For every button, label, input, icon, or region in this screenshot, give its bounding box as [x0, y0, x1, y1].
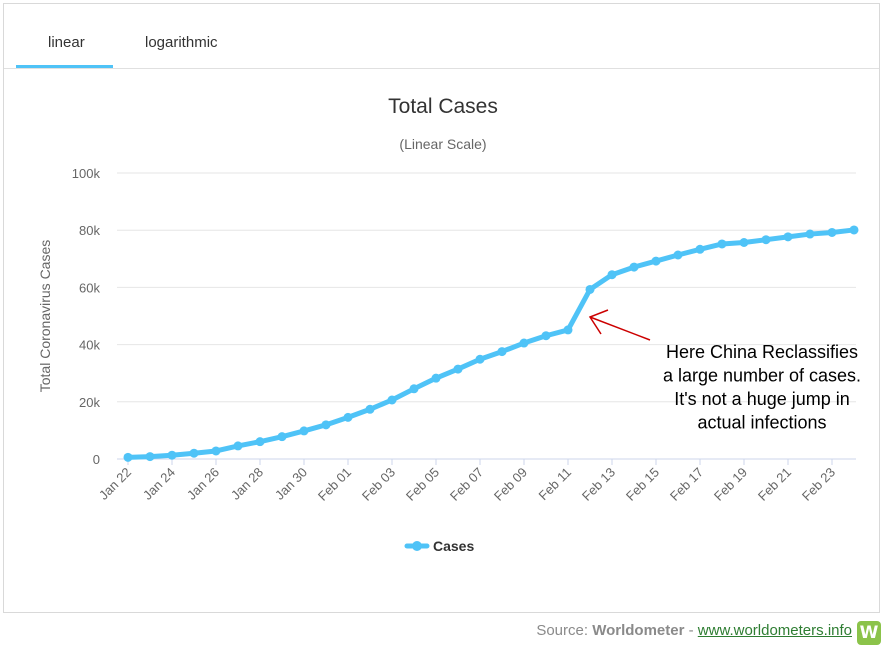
source-separator: -	[684, 622, 698, 639]
x-tick-label: Jan 22	[96, 465, 134, 503]
x-axis-ticks: Jan 22 Jan 24 Jan 26 Jan 28 Jan 30 Feb 01 Feb …	[96, 459, 838, 504]
tab-logarithmic[interactable]: logarithmic	[145, 34, 218, 51]
data-point[interactable]	[849, 225, 859, 235]
data-point[interactable]	[695, 244, 705, 254]
data-point[interactable]	[299, 426, 309, 436]
y-tick-label: 0	[93, 452, 100, 467]
data-point[interactable]	[387, 395, 397, 405]
data-point[interactable]	[717, 239, 727, 249]
source-prefix: Source:	[536, 622, 593, 639]
worldometer-logo-icon: W	[857, 621, 881, 645]
x-tick-label: Feb 23	[799, 465, 838, 504]
annotation-text-line: Here China Reclassifies	[666, 342, 858, 362]
data-point[interactable]	[321, 420, 331, 430]
tab-linear[interactable]: linear	[48, 34, 85, 51]
x-tick-label: Feb 03	[359, 465, 398, 504]
y-axis-title: Total Coronavirus Cases	[37, 240, 53, 393]
chart-title: Total Cases	[388, 95, 498, 118]
data-point[interactable]	[123, 452, 133, 462]
legend-label-cases[interactable]: Cases	[433, 538, 474, 554]
legend[interactable]: Cases	[404, 538, 474, 554]
x-tick-label: Jan 28	[228, 465, 266, 503]
y-tick-label: 20k	[79, 395, 100, 410]
annotation-text-line: actual infections	[697, 413, 826, 433]
y-axis-ticks: 0 20k 40k 60k 80k 100k	[72, 166, 101, 467]
data-point[interactable]	[805, 229, 815, 239]
grid-lines	[117, 172, 856, 460]
data-point[interactable]	[673, 250, 683, 260]
chart-panel: linear logarithmic	[3, 3, 880, 613]
x-tick-label: Feb 17	[667, 465, 706, 504]
x-tick-label: Feb 07	[447, 465, 486, 504]
data-point[interactable]	[211, 446, 221, 456]
x-tick-label: Feb 05	[403, 465, 442, 504]
data-point[interactable]	[497, 347, 507, 357]
data-point[interactable]	[431, 373, 441, 383]
x-tick-label: Feb 15	[623, 465, 662, 504]
data-point[interactable]	[167, 450, 177, 460]
data-point[interactable]	[145, 452, 155, 462]
source-footer: Source: Worldometer - www.worldometers.i…	[0, 622, 852, 639]
source-link[interactable]: www.worldometers.info	[697, 622, 852, 639]
data-point[interactable]	[739, 237, 749, 247]
data-point[interactable]	[541, 331, 551, 341]
data-point[interactable]	[827, 227, 837, 237]
annotation-text-line: a large number of cases.	[663, 366, 861, 386]
annotation-arrow-head	[588, 309, 609, 335]
data-point[interactable]	[277, 432, 287, 442]
annotation-text-line: It's not a huge jump in	[674, 389, 850, 409]
source-name: Worldometer	[592, 622, 685, 639]
y-tick-label: 100k	[72, 166, 101, 181]
series-cases	[123, 225, 859, 462]
chart-subtitle: (Linear Scale)	[399, 136, 486, 152]
data-point[interactable]	[475, 354, 485, 364]
data-point[interactable]	[629, 262, 639, 272]
scale-tabs: linear logarithmic	[4, 4, 879, 69]
data-point[interactable]	[563, 325, 573, 335]
data-point[interactable]	[519, 338, 529, 348]
annotation-arrow-shaft	[589, 316, 651, 341]
x-tick-label: Feb 11	[536, 465, 575, 504]
legend-symbol-marker	[412, 541, 422, 551]
data-point[interactable]	[453, 364, 463, 374]
data-point[interactable]	[585, 284, 595, 294]
series-line-cases	[125, 227, 857, 460]
data-point[interactable]	[189, 448, 199, 458]
x-tick-label: Jan 30	[272, 465, 310, 503]
data-point[interactable]	[761, 235, 771, 245]
x-tick-label: Feb 13	[579, 465, 618, 504]
x-tick-label: Feb 09	[491, 465, 530, 504]
data-point[interactable]	[233, 441, 243, 451]
x-tick-label: Feb 19	[711, 465, 750, 504]
annotation: Here China Reclassifies a large number of…	[588, 309, 861, 433]
data-point[interactable]	[409, 384, 419, 394]
data-point[interactable]	[255, 437, 265, 447]
data-point[interactable]	[607, 270, 617, 280]
data-point[interactable]	[343, 412, 353, 422]
y-tick-label: 80k	[79, 223, 100, 238]
y-tick-label: 60k	[79, 280, 100, 295]
x-tick-label: Feb 21	[755, 465, 794, 504]
y-tick-label: 40k	[79, 338, 100, 353]
data-point[interactable]	[365, 404, 375, 414]
x-tick-label: Jan 26	[184, 465, 222, 503]
data-point[interactable]	[651, 256, 661, 266]
x-tick-label: Jan 24	[140, 465, 178, 503]
active-tab-indicator	[16, 65, 113, 68]
data-point[interactable]	[783, 232, 793, 242]
x-tick-label: Feb 01	[315, 465, 354, 504]
